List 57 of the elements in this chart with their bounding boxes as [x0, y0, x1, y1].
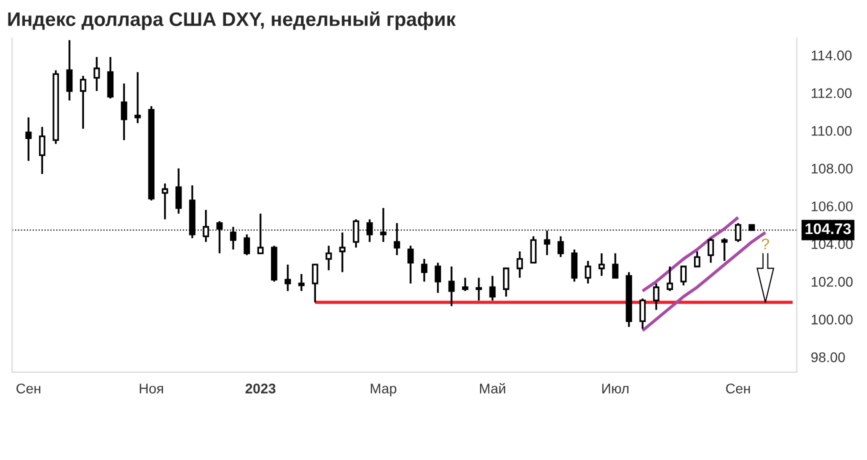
- x-tick-label: Май: [480, 383, 506, 394]
- candlestick: [134, 71, 141, 124]
- candlestick: [666, 266, 674, 292]
- chart-title: Индекс доллара США DXY, недельный график: [8, 11, 456, 30]
- y-tick-label: 108.00: [812, 164, 853, 174]
- candlestick: [694, 250, 700, 268]
- y-tick-label: 100.00: [812, 314, 853, 324]
- y-tick-label: 102.00: [812, 276, 853, 287]
- candlestick: [653, 282, 660, 311]
- x-tick-label: Сен: [726, 384, 750, 394]
- candlestick: [476, 276, 482, 302]
- x-tick-label: Июл: [602, 384, 628, 394]
- candlestick: [462, 276, 468, 292]
- candlestick: [339, 232, 346, 274]
- x-tick-label: Мар: [370, 384, 396, 396]
- y-tick-label: 110.00: [812, 126, 852, 136]
- x-tick-label: 2023: [246, 384, 276, 394]
- candlestick: [25, 116, 32, 162]
- y-tick-label: 106.00: [812, 201, 853, 212]
- ref-line-label: 104.73: [806, 223, 851, 234]
- candlestick: [39, 126, 46, 175]
- y-tick-label: 114.00: [812, 50, 852, 60]
- candlestick: [298, 273, 305, 292]
- annotation: ?: [762, 238, 770, 250]
- candlestick: [584, 260, 592, 284]
- candlestick: [407, 244, 414, 284]
- candlestick: [489, 275, 496, 302]
- candlestick: [612, 252, 618, 279]
- candlestick: [448, 266, 455, 308]
- x-tick-label: Ноя: [140, 384, 163, 394]
- candlestick: [284, 264, 291, 292]
- x-tick-label: Сен: [16, 384, 40, 394]
- candlestick: [639, 298, 646, 330]
- candlestick: [244, 234, 250, 256]
- candlestick: [544, 230, 550, 256]
- y-tick-label: 112.00: [812, 88, 852, 98]
- candlestick: [162, 182, 168, 220]
- candlestick: [120, 82, 128, 141]
- candlestick: [708, 237, 714, 264]
- candlestick: [326, 244, 332, 272]
- candlestick: [175, 167, 182, 215]
- candlestick: [312, 264, 318, 304]
- candlestick: [94, 56, 100, 92]
- candlestick: [434, 262, 442, 294]
- candlestick: [558, 235, 564, 258]
- candlestick: [721, 237, 728, 262]
- line-series: [641, 230, 767, 332]
- candlestick: [680, 266, 687, 286]
- line-series: [641, 216, 740, 293]
- candlestick: [66, 39, 73, 102]
- y-tick-label: 98.00: [811, 352, 845, 362]
- candlestick: [80, 75, 86, 130]
- candlestick: [598, 252, 605, 277]
- candlestick: [421, 258, 428, 282]
- candlestick: [502, 267, 510, 298]
- candlestick: [530, 235, 537, 264]
- candlestick: [516, 250, 523, 279]
